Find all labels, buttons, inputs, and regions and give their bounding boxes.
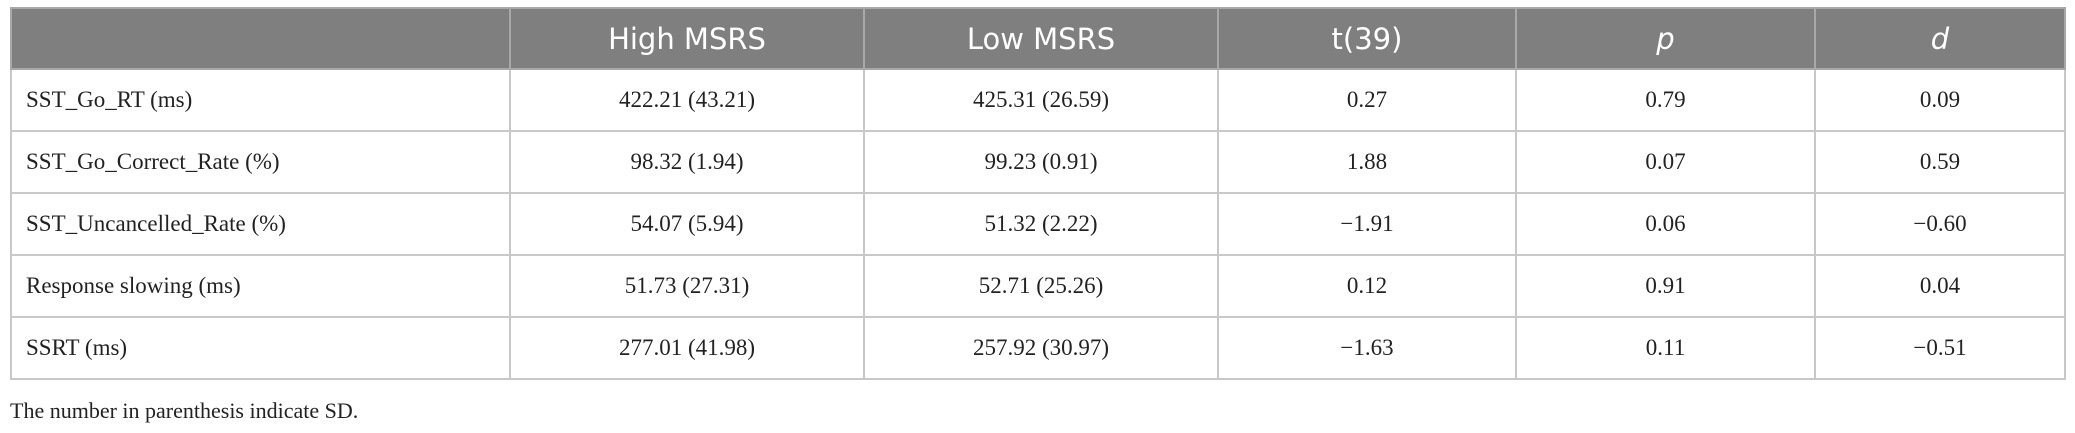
table-cell: 51.32 (2.22) xyxy=(863,192,1219,256)
header-cell: Low MSRS xyxy=(863,7,1219,70)
table-cell: 0.79 xyxy=(1515,68,1816,132)
table-row: SST_Uncancelled_Rate (%) 54.07 (5.94) 51.3… xyxy=(10,192,2066,256)
table-cell: 0.11 xyxy=(1515,316,1816,380)
table-cell: −1.63 xyxy=(1217,316,1517,380)
table-cell: −0.60 xyxy=(1814,192,2066,256)
header-cell xyxy=(10,7,511,70)
table-cell: 0.27 xyxy=(1217,68,1517,132)
table-row: SST_Go_Correct_Rate (%) 98.32 (1.94) 99.23… xyxy=(10,130,2066,194)
table-cell: 98.32 (1.94) xyxy=(509,130,865,194)
table-cell: 54.07 (5.94) xyxy=(509,192,865,256)
table-cell: −0.51 xyxy=(1814,316,2066,380)
header-cell: t(39) xyxy=(1217,7,1517,70)
header-cell: High MSRS xyxy=(509,7,865,70)
header-cell: p xyxy=(1515,7,1816,70)
table-cell: 257.92 (30.97) xyxy=(863,316,1219,380)
table-cell: 0.06 xyxy=(1515,192,1816,256)
footnote: The number in parenthesis indicate SD. xyxy=(10,398,359,423)
table-cell: 0.91 xyxy=(1515,254,1816,318)
table-cell: 1.88 xyxy=(1217,130,1517,194)
row-label: SST_Uncancelled_Rate (%) xyxy=(10,192,511,256)
table-cell: 0.04 xyxy=(1814,254,2066,318)
table-cell: −1.91 xyxy=(1217,192,1517,256)
table-cell: 51.73 (27.31) xyxy=(509,254,865,318)
table-cell: 422.21 (43.21) xyxy=(509,68,865,132)
table-cell: 0.12 xyxy=(1217,254,1517,318)
table-row: Response slowing (ms) 51.73 (27.31) 52.71 … xyxy=(10,254,2066,318)
table-cell: 425.31 (26.59) xyxy=(863,68,1219,132)
row-label: Response slowing (ms) xyxy=(10,254,511,318)
table-body: SST_Go_RT (ms) 422.21 (43.21) 425.31 (26.5… xyxy=(10,68,2066,380)
header-row: High MSRS Low MSRS t(39) p d xyxy=(10,7,2066,70)
table-wrap: High MSRS Low MSRS t(39) p d SST_Go_RT (ms) 4… xyxy=(10,7,2066,380)
row-label: SST_Go_Correct_Rate (%) xyxy=(10,130,511,194)
row-label: SSRT (ms) xyxy=(10,316,511,380)
table-cell: 99.23 (0.91) xyxy=(863,130,1219,194)
table: High MSRS Low MSRS t(39) p d SST_Go_RT (ms) 4… xyxy=(10,7,2066,380)
header-cell: d xyxy=(1814,7,2066,70)
table-row: SST_Go_RT (ms) 422.21 (43.21) 425.31 (26.5… xyxy=(10,68,2066,132)
table-cell: 0.07 xyxy=(1515,130,1816,194)
table-cell: 0.09 xyxy=(1814,68,2066,132)
row-label: SST_Go_RT (ms) xyxy=(10,68,511,132)
table-row: SSRT (ms) 277.01 (41.98) 257.92 (30.97) −1.… xyxy=(10,316,2066,380)
table-cell: 277.01 (41.98) xyxy=(509,316,865,380)
table-cell: 52.71 (25.26) xyxy=(863,254,1219,318)
table-cell: 0.59 xyxy=(1814,130,2066,194)
